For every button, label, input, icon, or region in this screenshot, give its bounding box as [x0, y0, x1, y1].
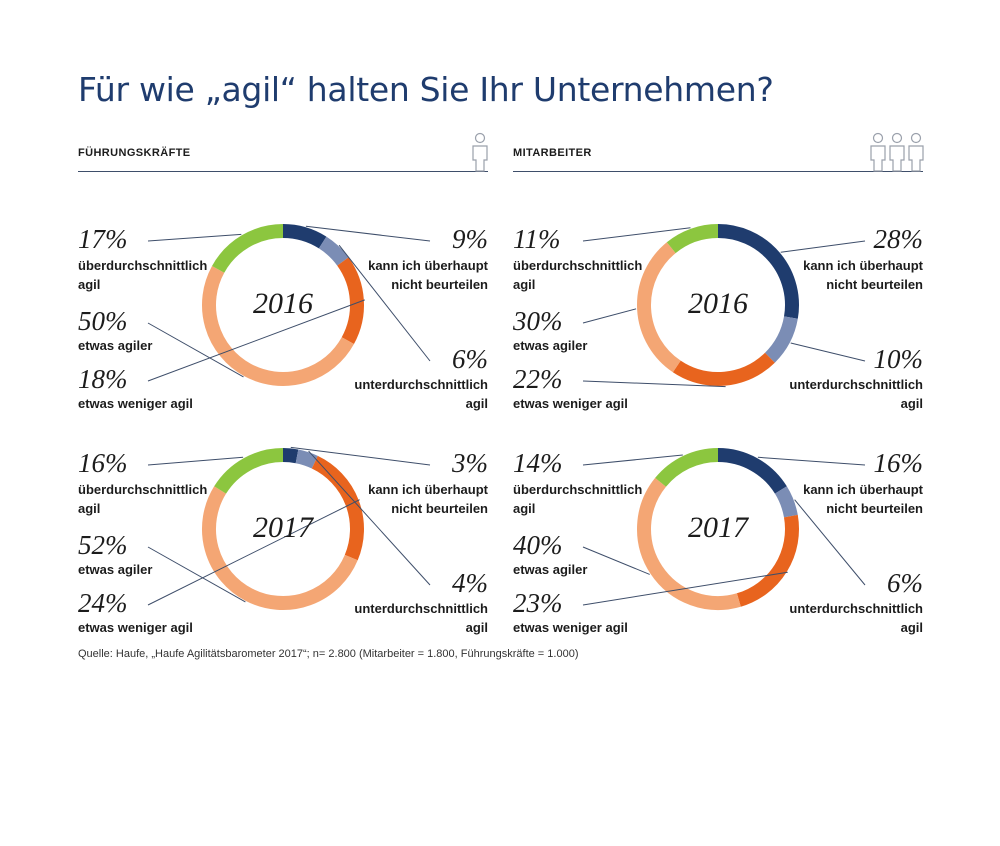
category-label-etwas-agiler: etwas agiler — [78, 562, 153, 577]
donut-year-label: 2017 — [688, 511, 748, 544]
donut-year-label: 2016 — [253, 287, 313, 320]
data-label-percent-etwas-agiler: 30% — [513, 306, 563, 336]
donut-slice-etwas-agiler-2017-2 — [201, 486, 358, 610]
data-label-percent-kann-nicht-beurteilen: 9% — [452, 224, 488, 254]
leader-line-ueberdurchschnittlich-3 — [582, 454, 683, 466]
donut-slice-kann-nicht-beurteilen-2017-2 — [282, 448, 299, 464]
donut-slice-etwas-agiler-2017-3 — [637, 477, 741, 610]
panel-heading-mitarbeiter: MITARBEITER — [513, 147, 592, 159]
data-label-percent-ueberdurchschnittlich: 14% — [513, 448, 563, 478]
category-label-etwas-agiler: etwas agiler — [513, 562, 588, 577]
panel-rule-right — [513, 171, 923, 172]
leader-line-etwas-agiler-0 — [147, 322, 244, 378]
donut-slice-ueberdurchschnittlich-2016-1 — [666, 224, 719, 254]
data-label-percent-etwas-weniger-agil: 18% — [78, 364, 128, 394]
donut-slice-unterdurchschnittlich-2017-3 — [774, 486, 798, 518]
data-label-percent-etwas-agiler: 40% — [513, 530, 563, 560]
category-label-kann-nicht-beurteilen: kann ich überhaupt nicht beurteilen — [803, 258, 923, 292]
donut-slice-etwas-weniger-agil-2017-3 — [736, 514, 799, 607]
donut-slice-etwas-weniger-agil-2017-2 — [311, 455, 364, 561]
leader-line-etwas-agiler-2 — [147, 546, 246, 603]
category-label-ueberdurchschnittlich: überdurchschnittlich agil — [513, 258, 643, 292]
leader-line-kann-nicht-beurteilen-2 — [290, 446, 431, 466]
group-people-icon — [870, 132, 924, 172]
donut-slice-etwas-agiler-2016-0 — [202, 265, 354, 386]
donut-slice-ueberdurchschnittlich-2016-0 — [212, 224, 284, 273]
panel-rule-left — [78, 171, 488, 172]
donut-year-label: 2016 — [688, 287, 748, 320]
category-label-unterdurchschnittlich: unterdurchschnittlich agil — [789, 377, 923, 411]
donut-slice-kann-nicht-beurteilen-2017-3 — [717, 448, 787, 494]
data-label-percent-etwas-agiler: 50% — [78, 306, 128, 336]
category-label-etwas-weniger-agil: etwas weniger agil — [78, 620, 193, 635]
leader-line-unterdurchschnittlich-1 — [790, 342, 866, 362]
source-note: Quelle: Haufe, „Haufe Agilitätsbarometer… — [78, 648, 579, 660]
data-label-percent-etwas-weniger-agil: 22% — [513, 364, 563, 394]
data-label-percent-ueberdurchschnittlich: 17% — [78, 224, 128, 254]
donut-slice-etwas-weniger-agil-2016-1 — [672, 352, 775, 386]
category-label-kann-nicht-beurteilen: kann ich überhaupt nicht beurteilen — [368, 482, 488, 516]
category-label-etwas-agiler: etwas agiler — [513, 338, 588, 353]
leader-line-ueberdurchschnittlich-1 — [582, 227, 691, 242]
donut-slice-unterdurchschnittlich-2016-0 — [318, 236, 349, 266]
category-label-kann-nicht-beurteilen: kann ich überhaupt nicht beurteilen — [803, 482, 923, 516]
leader-line-ueberdurchschnittlich-2 — [147, 456, 244, 466]
category-label-ueberdurchschnittlich: überdurchschnittlich agil — [78, 258, 208, 292]
category-label-unterdurchschnittlich: unterdurchschnittlich agil — [789, 601, 923, 635]
page-title: Für wie „agil“ halten Sie Ihr Unternehme… — [78, 70, 774, 109]
donut-slice-kann-nicht-beurteilen-2016-0 — [282, 224, 327, 249]
donut-slice-unterdurchschnittlich-2017-2 — [295, 449, 318, 469]
leader-line-etwas-weniger-agil-0 — [147, 299, 365, 382]
data-label-percent-ueberdurchschnittlich: 16% — [78, 448, 128, 478]
leader-line-etwas-weniger-agil-2 — [147, 499, 360, 606]
data-label-percent-unterdurchschnittlich: 6% — [452, 344, 488, 374]
donut-slice-etwas-agiler-2016-1 — [637, 242, 681, 373]
data-label-percent-ueberdurchschnittlich: 11% — [513, 224, 561, 254]
category-label-etwas-agiler: etwas agiler — [78, 338, 153, 353]
data-label-percent-unterdurchschnittlich: 4% — [452, 568, 488, 598]
category-label-unterdurchschnittlich: unterdurchschnittlich agil — [354, 601, 488, 635]
leader-line-kann-nicht-beurteilen-3 — [757, 456, 866, 466]
leader-line-etwas-weniger-agil-3 — [582, 571, 788, 606]
category-label-unterdurchschnittlich: unterdurchschnittlich agil — [354, 377, 488, 411]
donut-slice-ueberdurchschnittlich-2017-3 — [655, 448, 719, 487]
leader-line-ueberdurchschnittlich-0 — [147, 233, 242, 242]
category-label-etwas-weniger-agil: etwas weniger agil — [78, 396, 193, 411]
data-label-percent-etwas-weniger-agil: 24% — [78, 588, 128, 618]
leader-line-unterdurchschnittlich-0 — [338, 244, 431, 362]
leader-line-kann-nicht-beurteilen-0 — [305, 225, 431, 242]
category-label-etwas-weniger-agil: etwas weniger agil — [513, 396, 628, 411]
donut-slice-kann-nicht-beurteilen-2016-1 — [717, 224, 799, 319]
donut-year-label: 2017 — [253, 511, 313, 544]
data-label-percent-unterdurchschnittlich: 6% — [887, 568, 923, 598]
leader-line-unterdurchschnittlich-3 — [794, 499, 866, 586]
leader-line-unterdurchschnittlich-2 — [308, 450, 431, 586]
panel-heading-fuehrungskraefte: FÜHRUNGSKRÄFTE — [78, 147, 191, 159]
leader-line-etwas-agiler-3 — [582, 546, 650, 575]
data-label-percent-etwas-agiler: 52% — [78, 530, 128, 560]
category-label-kann-nicht-beurteilen: kann ich überhaupt nicht beurteilen — [368, 258, 488, 292]
leader-line-etwas-weniger-agil-1 — [582, 380, 726, 388]
donut-slice-etwas-weniger-agil-2016-0 — [337, 257, 364, 345]
category-label-ueberdurchschnittlich: überdurchschnittlich agil — [78, 482, 208, 516]
data-label-percent-kann-nicht-beurteilen: 16% — [873, 448, 924, 478]
single-person-icon — [472, 132, 488, 172]
data-label-percent-kann-nicht-beurteilen: 28% — [873, 224, 924, 254]
data-label-percent-kann-nicht-beurteilen: 3% — [452, 448, 488, 478]
leader-line-kann-nicht-beurteilen-1 — [780, 240, 866, 253]
donut-slice-unterdurchschnittlich-2016-1 — [764, 316, 798, 363]
leader-line-etwas-agiler-1 — [582, 308, 637, 324]
donut-slice-ueberdurchschnittlich-2017-2 — [214, 448, 284, 494]
category-label-ueberdurchschnittlich: überdurchschnittlich agil — [513, 482, 643, 516]
data-label-percent-etwas-weniger-agil: 23% — [513, 588, 563, 618]
data-label-percent-unterdurchschnittlich: 10% — [873, 344, 924, 374]
category-label-etwas-weniger-agil: etwas weniger agil — [513, 620, 628, 635]
